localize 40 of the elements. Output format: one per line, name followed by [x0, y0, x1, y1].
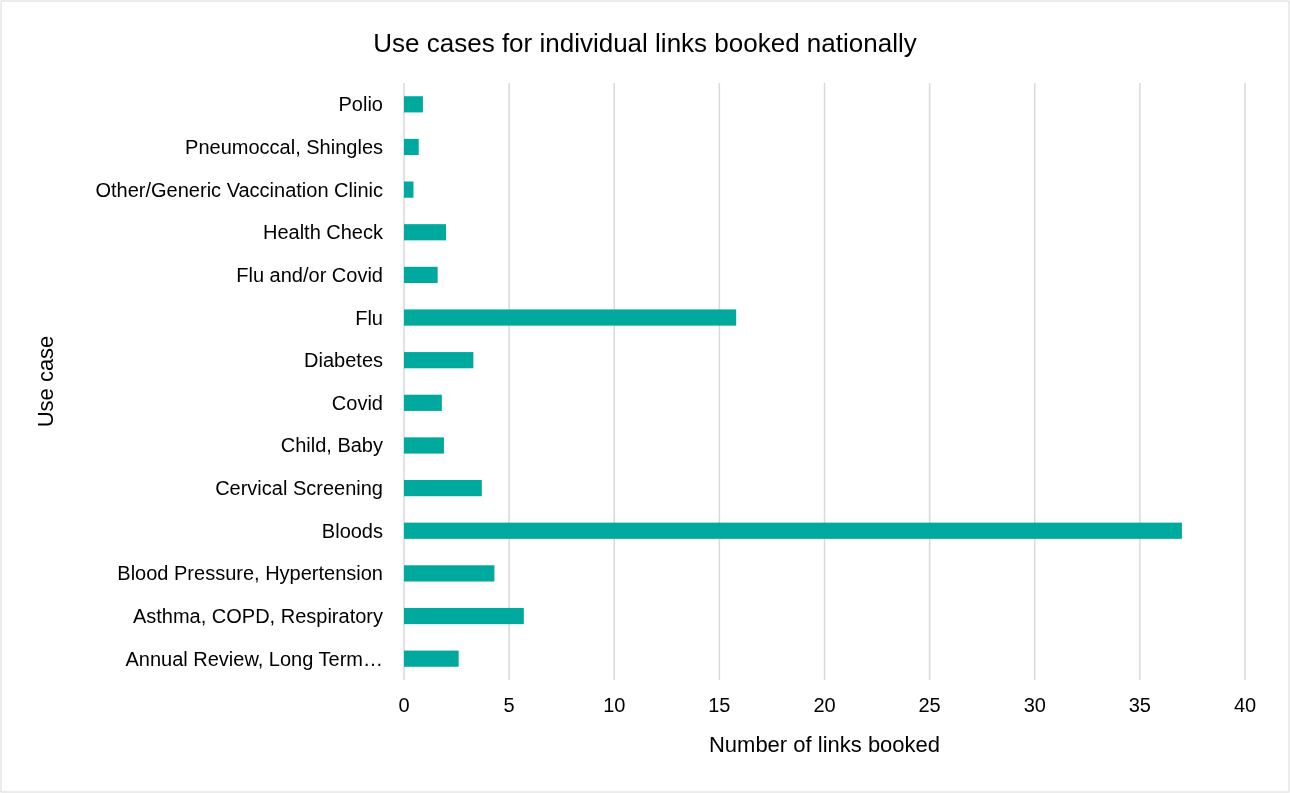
bar: [404, 181, 414, 198]
bar: [404, 309, 737, 326]
y-tick-label: Asthma, COPD, Respiratory: [132, 605, 383, 628]
y-tick-label: Cervical Screening: [215, 477, 383, 500]
bar: [404, 522, 1182, 539]
y-tick-label: Polio: [338, 93, 383, 116]
bar: [404, 565, 495, 582]
bar: [404, 224, 447, 241]
y-tick-label: Diabetes: [304, 349, 383, 372]
x-axis-title: Number of links booked: [708, 732, 941, 757]
bar: [404, 96, 423, 113]
x-tick-label: 40: [1233, 694, 1257, 716]
y-tick-label: Bloods: [321, 519, 383, 542]
x-tick-label: 15: [708, 694, 731, 716]
y-tick-label: Child, Baby: [280, 434, 383, 457]
x-tick-label: 20: [813, 694, 836, 716]
y-tick-label: Health Check: [262, 221, 384, 244]
y-tick-label: Covid: [331, 391, 383, 414]
bar: [404, 138, 419, 156]
y-axis-title: Use case: [33, 335, 58, 428]
x-tick-label: 30: [1023, 694, 1046, 716]
chart-title: Use cases for individual links booked nationally: [373, 28, 917, 58]
bar: [404, 607, 524, 625]
bar: [404, 352, 474, 369]
y-tick-label: Flu: [355, 306, 383, 329]
y-tick-label: Other/Generic Vaccination Clinic: [95, 178, 383, 201]
y-tick-label: Annual Review, Long Term…: [125, 647, 383, 670]
bar: [404, 394, 442, 411]
y-tick-label: Blood Pressure, Hypertension: [117, 562, 383, 585]
y-tick-label: Flu and/or Covid: [236, 263, 383, 286]
x-tick-label: 10: [603, 694, 626, 716]
bar: [404, 437, 444, 454]
bar: [404, 650, 459, 667]
x-tick-label: 35: [1128, 694, 1151, 716]
y-tick-label: Pneumoccal, Shingles: [185, 135, 383, 158]
x-tick-label: 25: [918, 694, 941, 716]
bar: [404, 266, 438, 283]
bar: [404, 480, 482, 497]
x-tick-label: 5: [503, 694, 515, 716]
x-tick-label: 0: [398, 694, 410, 716]
